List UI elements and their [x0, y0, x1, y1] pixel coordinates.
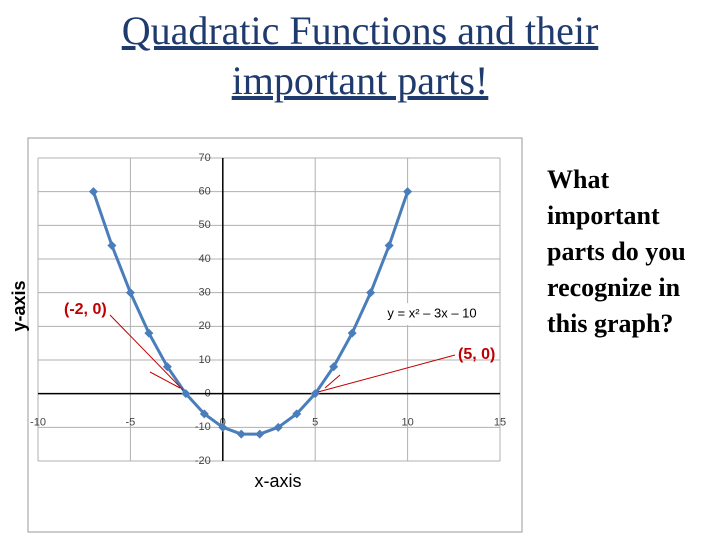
- point: [292, 409, 302, 419]
- x-tick-label: 15: [494, 417, 506, 429]
- question-line: recognize in: [547, 273, 681, 302]
- y-axis-label: y-axis: [9, 280, 29, 331]
- point: [199, 409, 209, 419]
- point: [88, 187, 98, 197]
- question-line: What: [547, 165, 610, 194]
- point: [144, 328, 154, 338]
- y-tick-label: 30: [199, 287, 211, 299]
- y-tick-label: 70: [199, 152, 211, 164]
- point: [255, 429, 265, 439]
- y-tick-label: 40: [199, 253, 211, 265]
- series-line: [92, 191, 410, 436]
- annotation: (5, 0): [458, 346, 495, 363]
- y-tick-label: -10: [195, 421, 211, 433]
- question: What important parts do you recognize in thi…: [547, 162, 686, 342]
- point: [107, 241, 117, 251]
- point: [329, 362, 339, 372]
- question-line: this graph?: [547, 309, 674, 338]
- y-tick-label: 60: [199, 186, 211, 198]
- equation-box: [374, 303, 490, 325]
- x-tick-label: 10: [401, 417, 413, 429]
- x-tick-label: -10: [30, 417, 46, 429]
- slide-title: Quadratic Functions and their important …: [121, 8, 599, 103]
- x-tick-label: 5: [312, 417, 318, 429]
- question-line: parts do you: [547, 237, 686, 266]
- y-tick-label: 50: [199, 219, 211, 231]
- annotation-arrow: [317, 354, 456, 393]
- annotation-arrow: [324, 374, 341, 389]
- point: [366, 288, 376, 298]
- chart-frame: [27, 137, 523, 533]
- point: [310, 389, 320, 399]
- point: [181, 389, 191, 399]
- x-axis-label: x-axis: [254, 471, 301, 491]
- point: [403, 187, 413, 197]
- point: [162, 362, 172, 372]
- question-line: important: [547, 201, 660, 230]
- y-tick-label: 10: [199, 354, 211, 366]
- point: [273, 422, 283, 432]
- annotation: (-2, 0): [64, 301, 107, 318]
- point: [384, 241, 394, 251]
- point: [218, 422, 228, 432]
- annotation-arrow: [149, 371, 181, 389]
- equation: y = x² – 3x – 10: [387, 305, 476, 320]
- point: [347, 328, 357, 338]
- point: [236, 429, 246, 439]
- y-tick-label: 20: [199, 320, 211, 332]
- x-tick-label: -5: [126, 417, 136, 429]
- point: [125, 288, 135, 298]
- annotation-arrow: [109, 314, 184, 391]
- y-tick-label: -20: [195, 455, 211, 467]
